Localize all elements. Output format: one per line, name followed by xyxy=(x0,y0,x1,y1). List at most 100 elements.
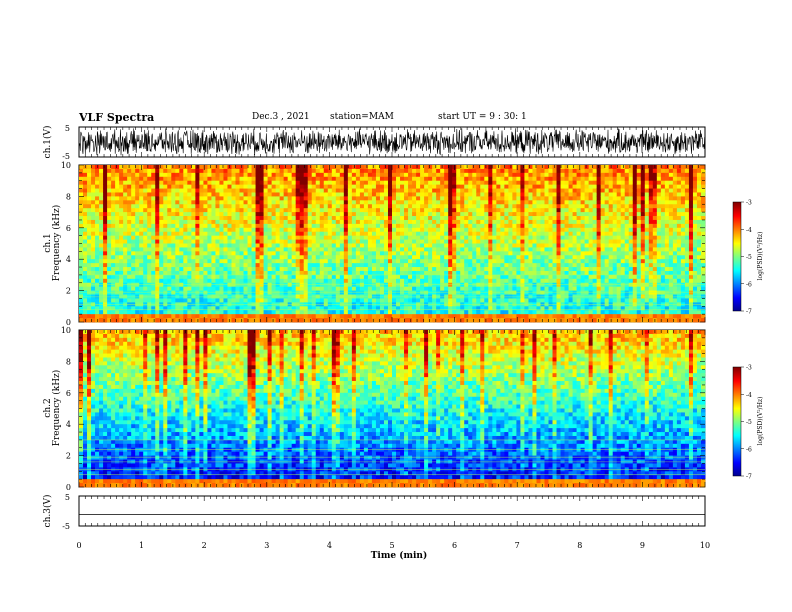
spectrogram-cell xyxy=(187,172,192,178)
spectrogram-cell xyxy=(484,176,489,182)
spectrogram-cell xyxy=(556,212,561,217)
spectrogram-cell xyxy=(275,267,281,272)
spectrogram-cell xyxy=(103,216,108,221)
spectrogram-cell xyxy=(480,298,485,303)
spectrogram-cell xyxy=(528,310,533,315)
spectrogram-cell xyxy=(323,188,329,193)
spectrogram-cell xyxy=(528,239,533,244)
spectrogram-cell xyxy=(576,231,581,237)
spectrogram-cell xyxy=(516,219,521,225)
spectrogram-cell xyxy=(143,172,148,178)
spectrogram-cell xyxy=(424,255,429,260)
spectrogram-cell xyxy=(480,290,485,295)
spectrogram-cell xyxy=(99,290,104,295)
spectrogram-cell xyxy=(480,274,485,280)
spectrogram-cell xyxy=(396,208,401,213)
spectrogram-cell xyxy=(99,172,104,178)
spectrogram-cell xyxy=(239,196,244,201)
spectrogram-cell xyxy=(524,267,529,272)
spectrogram-cell xyxy=(159,227,164,233)
spectrogram-cell xyxy=(259,196,264,201)
spectrogram-cell xyxy=(339,267,345,272)
spectrogram-cell xyxy=(420,176,425,182)
spectrogram-cell xyxy=(183,200,188,205)
spectrogram-cell xyxy=(107,267,112,272)
spectrogram-cell xyxy=(400,247,405,252)
spectrogram-cell xyxy=(564,298,569,303)
spectrogram-cell xyxy=(556,216,561,221)
spectrogram-cell xyxy=(143,298,148,303)
spectrogram-cell xyxy=(480,263,485,268)
spectrogram-cell xyxy=(95,200,100,205)
spectrogram-cell xyxy=(195,251,200,256)
spectrogram-cell xyxy=(291,212,297,217)
spectrogram-cell xyxy=(492,278,497,284)
spectrogram-cell xyxy=(227,192,232,197)
spectrogram-cell xyxy=(115,168,120,174)
spectrogram-cell xyxy=(343,212,349,217)
spectrogram-cell xyxy=(416,204,421,209)
spectrogram-cell xyxy=(548,263,553,268)
spectrogram-cell xyxy=(179,208,184,213)
spectrogram-cell xyxy=(315,255,321,260)
spectrogram-cell xyxy=(175,251,180,256)
spectrogram-cell xyxy=(428,298,433,303)
spectrogram-cell xyxy=(323,172,329,178)
spectrogram-cell xyxy=(432,212,437,217)
spectrogram-cell xyxy=(552,270,557,276)
spectrogram-cell xyxy=(243,259,248,264)
spectrogram-cell xyxy=(371,247,377,252)
spectrogram-cell xyxy=(492,165,497,170)
spectrogram-cell xyxy=(412,176,417,182)
spectrogram-cell xyxy=(396,247,401,252)
spectrogram-cell xyxy=(267,298,273,303)
spectrogram-cell xyxy=(295,247,301,252)
spectrogram-cell xyxy=(440,298,445,303)
spectrogram-cell xyxy=(548,255,553,260)
spectrogram-cell xyxy=(456,192,461,197)
spectrogram-cell xyxy=(283,259,289,264)
spectrogram-cell xyxy=(211,168,216,174)
spectrogram-cell xyxy=(572,235,577,240)
spectrogram-cell xyxy=(83,180,88,186)
spectrogram-cell xyxy=(408,180,413,186)
spectrogram-cell xyxy=(311,219,317,225)
spectrogram-cell xyxy=(488,219,493,225)
spectrogram-cell xyxy=(452,180,457,186)
spectrogram-cell xyxy=(512,314,517,319)
spectrogram-cell xyxy=(375,231,381,237)
spectrogram-cell xyxy=(432,243,437,248)
spectrogram-cell xyxy=(327,282,333,288)
spectrogram-cell xyxy=(412,165,417,170)
spectrogram-cell xyxy=(119,196,124,201)
spectrogram-cell xyxy=(127,200,132,205)
spectrogram-cell xyxy=(408,259,413,264)
spectrogram-cell xyxy=(420,204,425,209)
spectrogram-cell xyxy=(163,231,168,237)
spectrogram-cell xyxy=(291,231,297,237)
spectrogram-cell xyxy=(99,219,104,225)
spectrogram-cell xyxy=(215,184,220,189)
spectrogram-cell xyxy=(464,216,469,221)
spectrogram-cell xyxy=(239,184,244,189)
spectrogram-cell xyxy=(327,227,333,233)
spectrogram-cell xyxy=(448,243,453,248)
spectrogram-cell xyxy=(183,239,188,244)
spectrogram-cell xyxy=(247,223,252,229)
spectrogram-cell xyxy=(452,192,457,197)
spectrogram-cell xyxy=(432,239,437,244)
spectrogram-cell xyxy=(231,219,236,225)
spectrogram-cell xyxy=(343,192,349,197)
spectrogram-cell xyxy=(263,314,268,319)
spectrogram-cell xyxy=(239,259,244,264)
spectrogram-cell xyxy=(79,282,84,288)
spectrogram-cell xyxy=(572,227,577,233)
spectrogram-cell xyxy=(532,267,537,272)
spectrogram-cell xyxy=(199,255,204,260)
spectrogram-cell xyxy=(263,278,268,284)
spectrogram-cell xyxy=(111,274,116,280)
spectrogram-cell xyxy=(500,165,505,170)
spectrogram-cell xyxy=(392,212,397,217)
spectrogram-cell xyxy=(343,306,349,311)
spectrogram-cell xyxy=(508,212,513,217)
